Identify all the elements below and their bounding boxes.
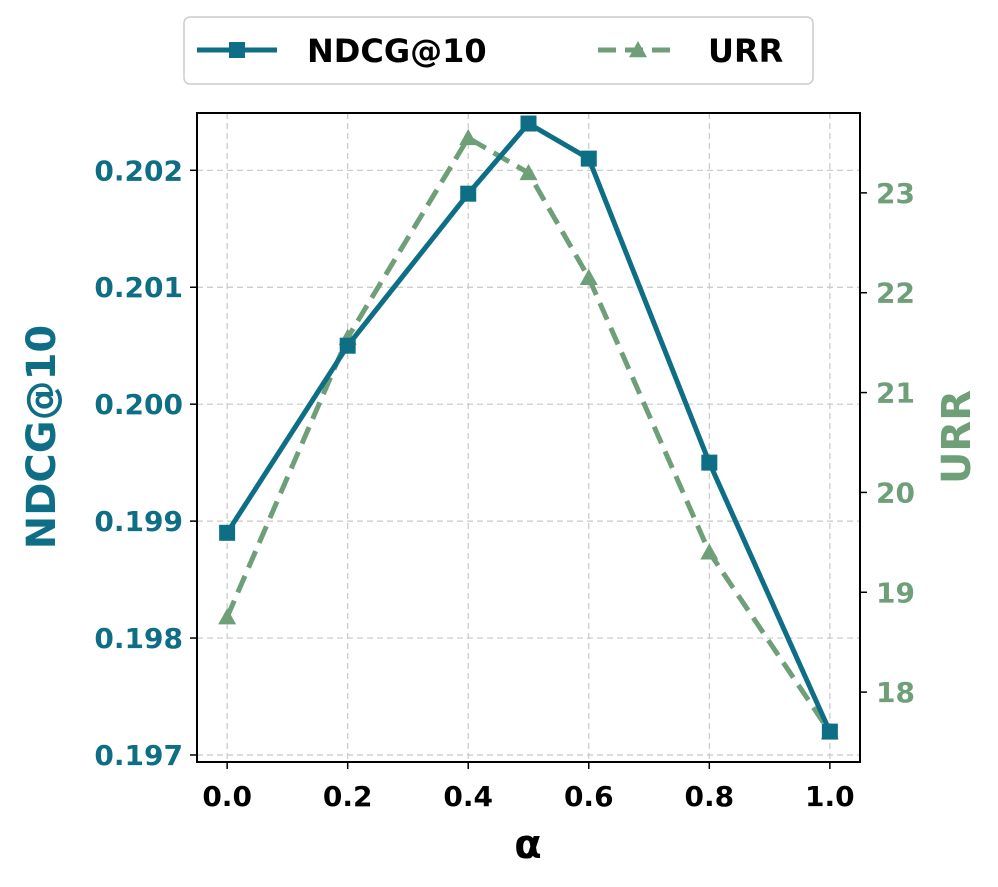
point-urr [519,163,538,181]
point-urr [700,543,719,560]
x-tick-label: 1.0 [805,780,855,813]
y-right-tick-label: 18 [876,676,915,709]
point-ndcg-10 [701,454,718,471]
y-left-tick-label: 0.202 [94,154,183,187]
x-tick-label: 0.4 [443,780,493,813]
series-line-urr [224,135,832,734]
y-right-tick-label: 19 [876,576,915,609]
y-axis-right: 18 19 20 21 22 23 [860,177,915,709]
legend-marker [629,41,647,58]
plot-frame [196,112,861,763]
y-left-tick-label: 0.201 [94,271,183,304]
point-urr [459,128,478,146]
point-ndcg-10 [339,337,356,354]
x-tick-label: 0.0 [202,780,252,813]
y-right-tick-label: 21 [876,377,915,410]
y-left-tick-label: 0.200 [94,388,183,421]
y-left-tick-label: 0.197 [94,739,183,772]
legend-frame [183,16,814,85]
series-line-ndcg-10 [225,121,833,733]
y-axis-left-title: NDCG@10 [19,325,65,550]
legend: NDCG@10 URR [183,16,814,85]
legend-label: URR [708,32,783,70]
y-axis-right-title: URR [934,390,980,484]
x-tick-label: 0.2 [323,780,373,813]
point-urr [579,268,598,285]
y-left-tick-label: 0.199 [94,505,183,538]
point-ndcg-10 [821,723,838,740]
legend-label: NDCG@10 [307,32,487,70]
point-ndcg-10 [460,185,477,202]
legend-marker [229,42,245,58]
grid [197,113,860,762]
point-ndcg-10 [580,150,597,167]
x-axis: 0.0 0.2 0.4 0.6 0.8 1.0 [202,762,855,813]
x-tick-label: 0.6 [564,780,614,813]
point-urr [218,608,237,625]
series-layer [218,115,839,740]
y-right-tick-label: 22 [876,277,915,310]
y-axis-left: 0.197 0.198 0.199 0.200 0.201 0.202 [94,154,197,772]
y-right-tick-label: 20 [876,476,915,509]
point-ndcg-10 [219,524,236,541]
y-left-tick-label: 0.198 [94,622,183,655]
x-tick-label: 0.8 [685,780,735,813]
y-right-tick-label: 23 [876,177,915,210]
x-axis-title: α [514,822,541,868]
point-ndcg-10 [520,115,537,132]
